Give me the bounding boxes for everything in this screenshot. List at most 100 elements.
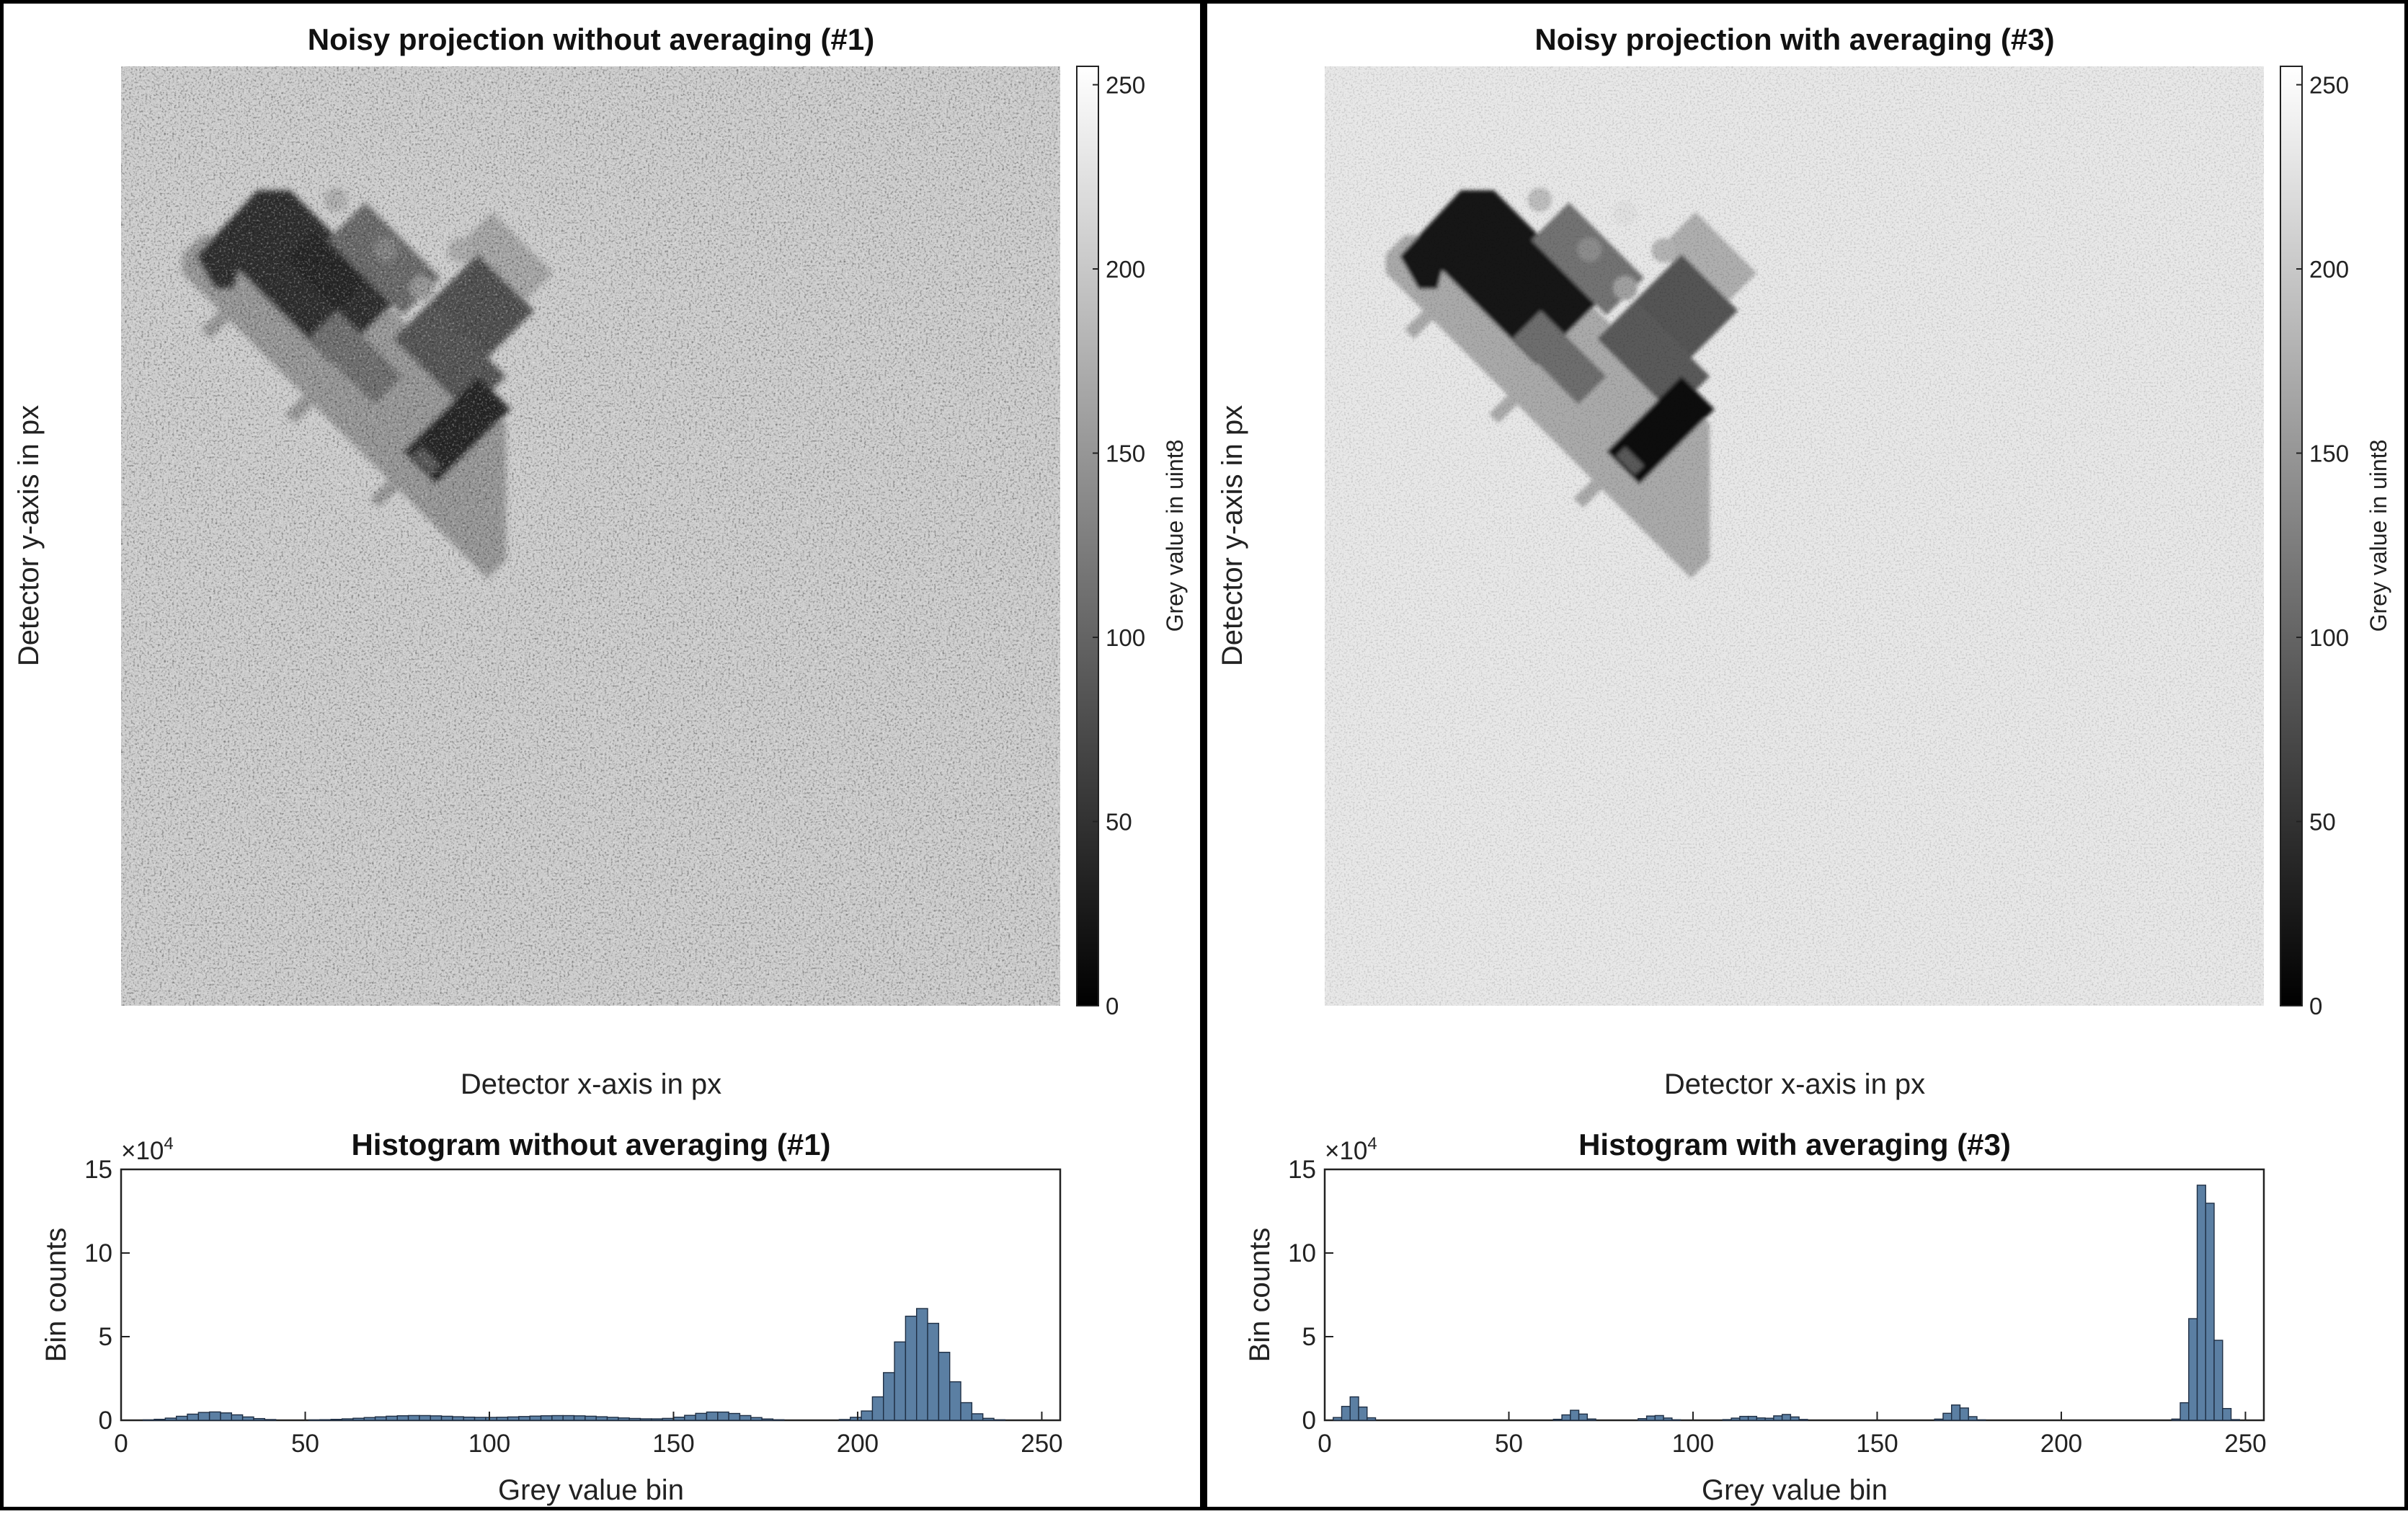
histogram-bar <box>1587 1419 1596 1420</box>
y-tick-label: 0 <box>99 1407 112 1435</box>
histogram-bar <box>1774 1416 1782 1420</box>
histogram-bar <box>961 1403 972 1420</box>
x-tick-label: 50 <box>291 1430 319 1458</box>
histogram-bar <box>696 1413 706 1420</box>
histogram-bar <box>165 1418 176 1420</box>
histogram-exponent: ×104 <box>1325 1134 1377 1165</box>
colorbar-tick-label: 150 <box>2309 441 2349 467</box>
left-panel-svg: Noisy projection without averaging (#1) <box>4 4 1207 1514</box>
colorbar-tick-label: 100 <box>1106 624 1145 651</box>
histogram-bar <box>729 1414 739 1420</box>
projection-image <box>121 66 1060 1006</box>
histogram-bar <box>198 1412 209 1420</box>
colorbar-tick-label: 50 <box>2309 809 2336 836</box>
histogram-bar <box>928 1324 938 1420</box>
noise-overlay-light <box>121 66 1060 1006</box>
histogram-bar <box>574 1416 585 1420</box>
y-tick-label: 10 <box>1288 1239 1316 1267</box>
histogram-bar <box>872 1397 883 1420</box>
histogram-bar <box>2198 1185 2206 1420</box>
y-tick-label: 0 <box>1302 1407 1316 1435</box>
histogram-bar <box>2189 1319 2198 1420</box>
x-tick-label: 200 <box>837 1430 879 1458</box>
histogram-bar <box>475 1417 486 1420</box>
histogram-bar <box>662 1418 673 1420</box>
histogram-bar <box>1570 1410 1579 1420</box>
histogram-bar <box>1765 1418 1774 1420</box>
histogram-exponent: ×104 <box>121 1134 174 1165</box>
histogram-bar <box>1943 1413 1952 1420</box>
histogram-bars <box>143 1309 1005 1420</box>
projection-image <box>1325 66 2264 1006</box>
histogram-bar <box>640 1419 651 1420</box>
histogram-bar <box>917 1309 928 1420</box>
colorbar-tick-label: 150 <box>1106 441 1145 467</box>
histogram-bar <box>1359 1407 1367 1420</box>
colorbar-tick-label: 250 <box>2309 72 2349 99</box>
histogram-bar <box>1740 1417 1749 1420</box>
histogram-y-label: Bin counts <box>40 1228 72 1363</box>
histogram-bar <box>673 1417 684 1420</box>
histogram-bar <box>508 1417 519 1420</box>
histogram-bar <box>706 1412 717 1420</box>
histogram-bar <box>519 1417 530 1420</box>
y-axis-label: Detector y-axis in px <box>1217 405 1248 666</box>
histogram-x-label: Grey value bin <box>498 1474 684 1506</box>
colorbar-tick-label: 100 <box>2309 624 2349 651</box>
histogram-bar <box>353 1418 364 1420</box>
colorbar-label: Grey value in uint8 <box>1162 440 1188 632</box>
histogram-bar <box>231 1415 242 1420</box>
histogram-bar <box>530 1416 541 1420</box>
histogram-bar <box>221 1413 231 1420</box>
histogram-bar <box>1333 1417 1342 1420</box>
histogram-bar <box>1663 1418 1672 1420</box>
histogram-bar <box>1562 1415 1570 1420</box>
histogram-bar <box>254 1419 265 1420</box>
histogram-bar <box>419 1415 430 1420</box>
histogram-bar <box>2180 1403 2189 1420</box>
histogram-bar <box>1960 1408 1968 1420</box>
colorbar-tick-label: 200 <box>2309 256 2349 283</box>
colorbar-label: Grey value in uint8 <box>2365 440 2391 632</box>
histogram-bar <box>1756 1418 1765 1420</box>
histogram-bar <box>1655 1415 1663 1420</box>
x-axis-label: Detector x-axis in px <box>1664 1068 1925 1100</box>
colorbar-tick-label: 0 <box>1106 993 1119 1019</box>
histogram-bar <box>386 1416 397 1420</box>
histogram-bar <box>342 1419 353 1420</box>
histogram-title: Histogram with averaging (#3) <box>1578 1128 2011 1161</box>
histogram-bar <box>1749 1417 1757 1420</box>
histogram-bar <box>751 1417 762 1420</box>
figure-panel-right: Noisy projection with averaging (#3) <box>1204 0 2408 1510</box>
histogram-bar <box>497 1417 507 1420</box>
histogram-bars <box>1333 1185 2240 1420</box>
histogram-bar <box>1579 1414 1588 1420</box>
y-axis-label: Detector y-axis in px <box>13 405 45 666</box>
histogram-bar <box>187 1414 198 1420</box>
y-tick-label: 5 <box>99 1323 112 1351</box>
histogram-bar <box>629 1418 640 1420</box>
histogram-bar <box>210 1412 221 1420</box>
histogram-bar <box>861 1411 872 1420</box>
histogram-bar <box>1350 1397 1359 1420</box>
x-tick-label: 50 <box>1495 1430 1523 1458</box>
histogram-bar <box>850 1417 861 1420</box>
histogram-bar <box>884 1373 894 1420</box>
histogram-bar <box>243 1417 254 1420</box>
x-axis-label: Detector x-axis in px <box>461 1068 721 1100</box>
x-tick-label: 250 <box>2224 1430 2266 1458</box>
y-tick-label: 15 <box>1288 1156 1316 1184</box>
histogram-bar <box>685 1415 696 1420</box>
histogram-bar <box>1342 1407 1351 1420</box>
histogram-bar <box>1934 1419 1943 1420</box>
x-tick-label: 150 <box>652 1430 694 1458</box>
histogram-bar <box>618 1418 629 1420</box>
histogram-bar <box>453 1417 463 1420</box>
histogram-bar <box>552 1416 563 1420</box>
y-tick-label: 15 <box>84 1156 112 1184</box>
histogram-y-label: Bin counts <box>1244 1228 1276 1363</box>
y-tick-label: 10 <box>84 1239 112 1267</box>
histogram-bar <box>1638 1419 1647 1420</box>
